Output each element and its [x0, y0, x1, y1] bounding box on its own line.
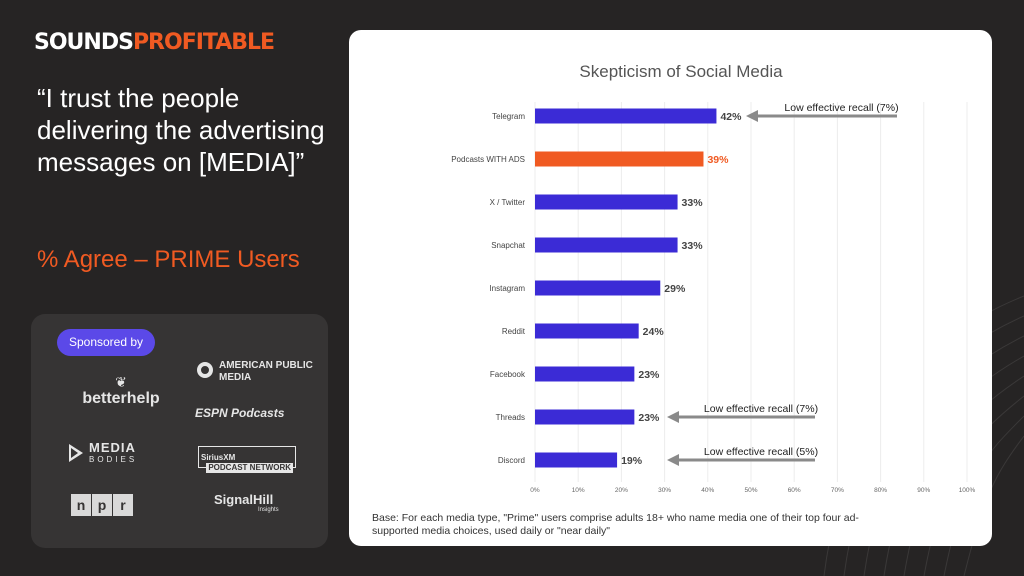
- logo-part-profitable: PROFITABLE: [132, 30, 275, 55]
- bar-value-label: 29%: [664, 283, 686, 295]
- x-tick-label: 40%: [701, 487, 714, 494]
- annotation-label: Low effective recall (7%): [704, 403, 818, 415]
- annotation-arrowhead: [746, 110, 758, 122]
- category-label: X / Twitter: [490, 198, 526, 207]
- bar-chart: Skepticism of Social Media 0% 10% 20% 30% 40%…: [451, 62, 976, 494]
- category-label: Telegram: [492, 112, 525, 121]
- bar: [535, 194, 678, 210]
- category-label: Instagram: [489, 284, 525, 293]
- bar-value-label: 33%: [682, 240, 704, 252]
- x-tick-label: 20%: [615, 487, 628, 494]
- signalhill-subtext: Insights: [258, 507, 279, 513]
- apm-logo-text: AMERICAN PUBLIC MEDIA: [219, 360, 313, 383]
- category-label: Threads: [496, 413, 525, 422]
- bar-value-label: 33%: [682, 197, 704, 209]
- x-tick-label: 90%: [917, 487, 930, 494]
- x-tick-label: 60%: [788, 487, 801, 494]
- podcast-network-text: PODCAST NETWORK: [206, 463, 293, 473]
- betterhelp-logo: ❦ betterhelp: [61, 374, 181, 408]
- annotation-arrowhead: [667, 411, 679, 423]
- category-label: Podcasts WITH ADS: [451, 155, 525, 164]
- sponsor-panel: Sponsored by ❦ betterhelp AMERICAN PUBLI…: [31, 314, 328, 548]
- x-tick-label: 70%: [831, 487, 844, 494]
- bar-value-label: 24%: [643, 326, 665, 338]
- espn-podcasts-logo: ESPN Podcasts: [195, 406, 285, 420]
- bar-value-label: 23%: [638, 412, 660, 424]
- bar-value-label: 19%: [621, 455, 643, 467]
- bar-value-label: 39%: [707, 154, 729, 166]
- betterhelp-leaf-icon: ❦: [115, 374, 127, 390]
- betterhelp-logo-text: betterhelp: [82, 390, 160, 407]
- bar: [535, 280, 661, 296]
- media-bodies-text-2: BODIES: [89, 455, 138, 464]
- category-label: Reddit: [502, 327, 526, 336]
- category-label: Facebook: [490, 370, 526, 379]
- apm-circle-icon: [197, 362, 213, 378]
- npr-letter-n: n: [71, 494, 91, 516]
- x-tick-label: 100%: [959, 487, 976, 494]
- x-tick-label: 80%: [874, 487, 887, 494]
- signalhill-text: SignalHill: [214, 492, 274, 507]
- bar: [535, 237, 678, 253]
- sponsored-by-pill: Sponsored by: [57, 329, 155, 356]
- bar: [535, 323, 639, 339]
- siriusxm-text: SiriusXM: [201, 453, 236, 462]
- bar: [535, 409, 635, 425]
- annotation-label: Low effective recall (5%): [704, 446, 818, 458]
- media-bodies-text-1: MEDIA: [89, 440, 136, 455]
- x-tick-label: 10%: [572, 487, 585, 494]
- sounds-profitable-logo: SOUNDSPROFITABLE: [34, 30, 275, 56]
- category-label: Discord: [498, 456, 525, 465]
- signalhill-logo: SignalHill Insights: [214, 492, 314, 513]
- base-footnote: Base: For each media type, "Prime" users…: [372, 512, 859, 537]
- chart-title: Skepticism of Social Media: [579, 62, 783, 81]
- bar: [535, 452, 618, 468]
- annotation-arrowhead: [667, 454, 679, 466]
- logo-part-sounds: SOUNDS: [34, 30, 134, 55]
- chart-card: Skepticism of Social Media 0% 10% 20% 30% 40%…: [349, 30, 992, 546]
- slide-subtitle: % Agree – PRIME Users: [37, 246, 300, 273]
- category-label: Snapchat: [491, 241, 526, 250]
- npr-letter-p: p: [92, 494, 112, 516]
- bar-value-label: 42%: [720, 111, 742, 123]
- bar-value-label: 23%: [638, 369, 660, 381]
- siriusxm-podcast-network-logo: SiriusXM PODCAST NETWORK: [198, 446, 296, 473]
- slide-quote: “I trust the people delivering the adver…: [37, 83, 325, 177]
- bar: [535, 366, 635, 382]
- x-tick-label: 50%: [744, 487, 757, 494]
- bar: [535, 108, 717, 124]
- bar: [535, 151, 704, 167]
- x-tick-label: 30%: [658, 487, 671, 494]
- x-tick-label: 0%: [530, 487, 540, 494]
- npr-letter-r: r: [113, 494, 133, 516]
- annotation-label: Low effective recall (7%): [784, 102, 898, 114]
